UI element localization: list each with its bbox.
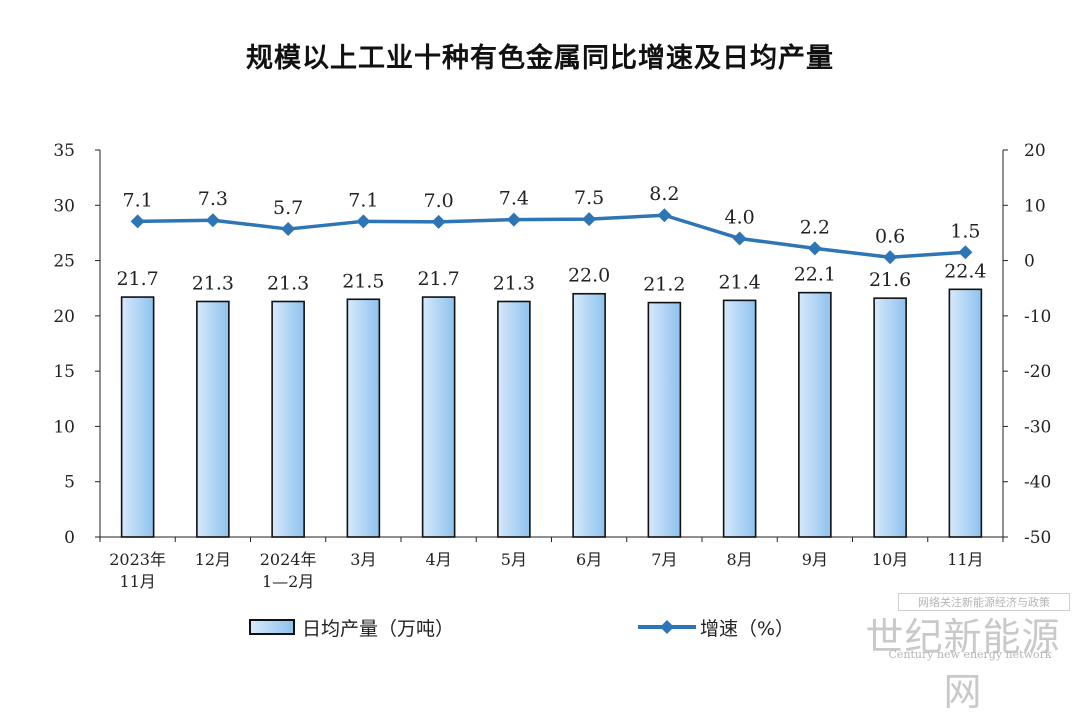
growth-value-label: 0.6 (875, 225, 905, 247)
legend-line-label: 增速（%） (700, 618, 795, 640)
bar (722, 299, 757, 538)
growth-value-label: 1.5 (950, 220, 980, 242)
x-axis-category-label: 11月 (947, 550, 983, 569)
growth-value-label: 7.5 (574, 187, 604, 209)
bar (647, 301, 682, 538)
bar-value-label: 21.5 (342, 270, 384, 292)
bar-value-label: 22.0 (568, 265, 610, 287)
x-axis-category-label: 12月 (195, 550, 231, 569)
x-axis-category-label: 4月 (426, 550, 452, 569)
bar-value-label: 21.3 (493, 272, 535, 294)
growth-value-label: 7.0 (424, 190, 454, 212)
growth-value-label: 5.7 (273, 197, 303, 219)
right-axis-tick-label: -30 (1024, 417, 1051, 437)
bar (421, 296, 456, 538)
bar (873, 297, 907, 538)
watermark-tagline: 网络关注新能源经济与政策 (898, 593, 1070, 611)
growth-value-label: 2.2 (800, 216, 830, 238)
right-axis-tick-label: -20 (1024, 362, 1051, 382)
legend-line-swatch (638, 620, 696, 634)
bar-value-label: 21.3 (267, 272, 309, 294)
growth-point-marker (657, 208, 672, 223)
bar (196, 300, 230, 538)
bar-value-label: 22.1 (794, 264, 836, 286)
bar-value-label: 21.4 (718, 271, 760, 293)
growth-value-label: 7.3 (198, 188, 228, 210)
left-axis-tick-label: 25 (53, 252, 75, 272)
x-axis-category-label: 9月 (802, 550, 828, 569)
line-series (130, 208, 973, 265)
bar-value-label: 21.3 (192, 272, 234, 294)
x-axis-category-label: 2023年 (109, 550, 166, 569)
growth-point-marker (205, 213, 220, 228)
growth-value-label: 7.1 (348, 189, 378, 211)
right-axis-tick-label: 20 (1024, 141, 1046, 161)
x-axis-category-label: 2024年 (260, 550, 317, 569)
growth-point-marker (356, 214, 371, 229)
right-axis-tick-label: 10 (1024, 196, 1046, 216)
bar-series (120, 288, 983, 538)
combo-chart: 0 5 10 15 20 25 30 35 -50 -40 -30 -20 -10 0 10 20 2023年 1… (53, 141, 1051, 591)
x-axis-category-label: 5月 (501, 550, 527, 569)
bar-value-label: 22.4 (944, 260, 986, 282)
left-axis-tick-label: 20 (53, 307, 75, 327)
bar-value-label: 21.2 (643, 274, 685, 296)
right-axis-tick-label: -10 (1024, 307, 1051, 327)
growth-point-marker (807, 241, 822, 256)
bar (271, 300, 305, 538)
left-axis-tick-label: 5 (64, 473, 75, 493)
axes: 0 5 10 15 20 25 30 35 -50 -40 -30 -20 -10 0 10 20 2023年 1… (53, 141, 1051, 591)
growth-point-marker (732, 231, 747, 246)
x-axis-category-label: 10月 (872, 550, 908, 569)
legend-bar-label: 日均产量（万吨） (302, 618, 455, 640)
watermark-english: Century new energy network (888, 648, 1052, 661)
bar (948, 288, 983, 538)
growth-point-marker (958, 245, 973, 260)
growth-point-marker (431, 214, 446, 229)
right-axis-tick-label: -50 (1024, 528, 1051, 548)
legend-bar-swatch (249, 619, 295, 635)
bar (497, 300, 531, 538)
growth-value-label: 8.2 (649, 183, 679, 205)
right-axis-tick-label: 0 (1024, 252, 1035, 272)
growth-value-label: 4.0 (725, 206, 755, 228)
watermark-logo-text: 世纪新能源网 (865, 615, 1061, 714)
bar (572, 292, 606, 538)
data-labels: 21.7 21.3 21.3 21.5 21.7 21.3 22.0 21.2 21.4 22.1… (116, 183, 986, 295)
bar-value-label: 21.7 (116, 268, 158, 290)
right-axis-tick-label: -40 (1024, 473, 1051, 493)
bar (120, 296, 155, 538)
x-axis-category-label: 11月 (119, 572, 155, 591)
left-axis-tick-label: 30 (53, 196, 75, 216)
left-axis-tick-label: 15 (53, 362, 75, 382)
bar (798, 291, 832, 538)
x-axis-category-label: 6月 (576, 550, 602, 569)
growth-value-label: 7.1 (123, 189, 153, 211)
x-axis-category-label: 7月 (651, 550, 677, 569)
growth-point-marker (582, 212, 597, 227)
bar-value-label: 21.7 (417, 268, 459, 290)
growth-line (137, 213, 966, 260)
x-axis-category-label: 1—2月 (262, 572, 314, 591)
growth-point-marker (883, 250, 898, 265)
growth-point-marker (506, 212, 521, 227)
x-axis-category-label: 8月 (727, 550, 753, 569)
chart-title: 规模以上工业十种有色金属同比增速及日均产量 (246, 43, 834, 74)
bar (346, 298, 381, 538)
left-axis-tick-label: 10 (53, 417, 75, 437)
left-axis-tick-label: 35 (53, 141, 75, 161)
bar-value-label: 21.6 (869, 269, 911, 291)
left-axis-tick-label: 0 (64, 528, 75, 548)
growth-point-marker (130, 214, 145, 229)
x-axis-category-label: 3月 (350, 550, 376, 569)
growth-point-marker (281, 222, 296, 237)
growth-value-label: 7.4 (499, 188, 529, 210)
